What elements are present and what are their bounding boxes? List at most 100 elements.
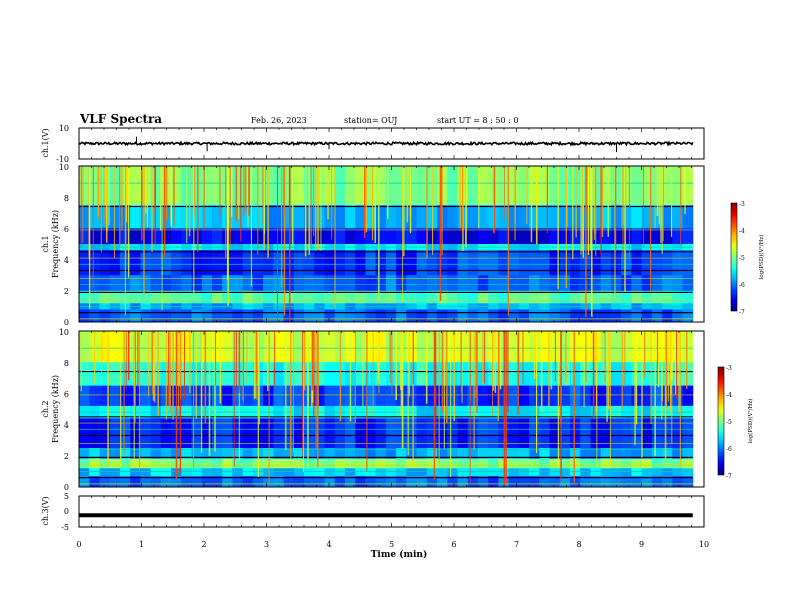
time-tick-label: 9 bbox=[639, 540, 644, 549]
time-axis-label: Time (min) bbox=[371, 549, 428, 560]
spectrogram-cell bbox=[314, 476, 326, 488]
spectrogram-cell bbox=[385, 309, 397, 323]
spectrogram-cell bbox=[498, 250, 510, 276]
spectrogram-cell bbox=[498, 205, 510, 229]
spectrogram-cell bbox=[610, 275, 622, 292]
spectrogram-cell bbox=[570, 458, 581, 469]
spectrogram-cell bbox=[130, 228, 141, 245]
spectrogram-cell bbox=[314, 418, 326, 449]
spectrogram-cell bbox=[385, 250, 397, 276]
spectrogram-cell bbox=[242, 309, 254, 323]
spectrogram-cell bbox=[416, 362, 428, 386]
spectrogram-cell bbox=[457, 458, 469, 469]
spectrogram-cell bbox=[79, 309, 90, 323]
spectrogram-cell bbox=[477, 205, 489, 229]
spectrogram-cell bbox=[559, 385, 571, 407]
spectrogram-cell bbox=[570, 418, 581, 449]
time-tick-label: 8 bbox=[576, 540, 581, 549]
spectrogram-cell bbox=[334, 166, 346, 206]
ch1-freq-tick-2: 2 bbox=[64, 287, 69, 296]
spectrogram-cell bbox=[610, 458, 622, 469]
spectrogram-cell bbox=[467, 290, 479, 304]
spectrogram-cell bbox=[529, 205, 540, 229]
spectrogram-cell bbox=[467, 309, 479, 323]
spectrogram-cell bbox=[447, 458, 459, 469]
spectrogram-cell bbox=[682, 331, 694, 363]
spectrogram-cell bbox=[457, 309, 469, 323]
spectrogram-cell bbox=[447, 476, 459, 488]
spectrogram-cell bbox=[191, 205, 203, 229]
spectrogram-cell bbox=[600, 205, 612, 229]
spectrogram-cell bbox=[447, 362, 459, 386]
spectrogram-cell bbox=[641, 362, 653, 386]
spectrogram-cell bbox=[201, 458, 213, 469]
spectrogram-cell bbox=[212, 275, 223, 292]
spectrogram-cell bbox=[416, 331, 428, 363]
spectrogram-cell bbox=[119, 362, 131, 386]
spectrogram-cell bbox=[232, 228, 244, 245]
spectrogram-cell bbox=[641, 448, 653, 460]
spectrogram-cell bbox=[518, 331, 530, 363]
spectrogram-cell bbox=[304, 385, 315, 407]
spectrogram-cell bbox=[375, 275, 387, 292]
ch2-colorbar-label: log(PSD)(V²/Hz) bbox=[747, 399, 754, 444]
spectrogram-cell bbox=[662, 418, 673, 449]
spectrogram-cell bbox=[140, 309, 152, 323]
ch2-freq-tick-4: 4 bbox=[64, 421, 69, 430]
spectrogram-cell bbox=[232, 458, 244, 469]
spectrogram-cell bbox=[621, 309, 632, 323]
spectrogram-cell bbox=[201, 275, 213, 292]
spectrogram-cell bbox=[549, 275, 561, 292]
spectrogram-cell bbox=[314, 166, 326, 206]
spectrogram-cell bbox=[437, 448, 448, 460]
spectrogram-cell bbox=[171, 309, 182, 323]
spectrogram-cell bbox=[212, 448, 223, 460]
spectrogram-cell bbox=[396, 205, 407, 229]
spectrogram-cell bbox=[416, 476, 428, 488]
spectrogram-cell bbox=[304, 275, 315, 292]
spectrogram-cell bbox=[580, 448, 591, 460]
ch1-colorbar-gradient bbox=[731, 203, 737, 311]
spectrogram-cell bbox=[242, 468, 254, 477]
ch1-cb-tick-5: -5 bbox=[739, 255, 745, 262]
spectrogram-cell bbox=[99, 448, 111, 460]
spectrogram-cell bbox=[201, 385, 213, 407]
spectrogram-cell bbox=[109, 250, 121, 276]
spectrogram-cell bbox=[375, 418, 387, 449]
spectrogram-cell bbox=[99, 468, 111, 477]
spectrogram-cell bbox=[406, 448, 418, 460]
spectrogram-cell bbox=[212, 476, 223, 488]
spectrogram-cell bbox=[396, 458, 407, 469]
spectrogram-cell bbox=[160, 228, 172, 245]
spectrogram-cell bbox=[580, 385, 591, 407]
spectrogram-cell bbox=[488, 418, 499, 449]
spectrogram-cell bbox=[140, 228, 152, 245]
ch3-ytick-top: 5 bbox=[64, 492, 69, 501]
spectrogram-cell bbox=[406, 468, 418, 477]
spectrogram-cell bbox=[283, 476, 295, 488]
spectrogram-cell bbox=[539, 228, 551, 245]
spectrogram-cell bbox=[99, 290, 111, 304]
spectrogram-cell bbox=[109, 290, 121, 304]
spectrogram-cell bbox=[610, 331, 622, 363]
spectrogram-cell bbox=[160, 458, 172, 469]
spectrogram-cell bbox=[518, 205, 530, 229]
spectrogram-cell bbox=[590, 418, 602, 449]
spectrogram-cell bbox=[293, 228, 305, 245]
spectrogram-cell bbox=[518, 385, 530, 407]
spectrogram-cell bbox=[672, 275, 684, 292]
spectrogram-cell bbox=[345, 458, 356, 469]
spectrogram-cell bbox=[610, 362, 622, 386]
spectrogram-cell bbox=[600, 476, 612, 488]
spectrogram-cell bbox=[437, 476, 448, 488]
spectrogram-cell bbox=[457, 331, 469, 363]
spectrogram-cell bbox=[99, 205, 111, 229]
ch2-spectrogram-ylabel-a: ch.2 bbox=[41, 400, 50, 417]
spectrogram-cell bbox=[662, 275, 673, 292]
spectrogram-cell bbox=[171, 275, 182, 292]
spectrogram-cell bbox=[314, 205, 326, 229]
spectrogram-cell bbox=[201, 418, 213, 449]
spectrogram-cell bbox=[324, 448, 336, 460]
ch2-spectrogram bbox=[79, 331, 694, 488]
spectrogram-cell bbox=[549, 458, 561, 469]
